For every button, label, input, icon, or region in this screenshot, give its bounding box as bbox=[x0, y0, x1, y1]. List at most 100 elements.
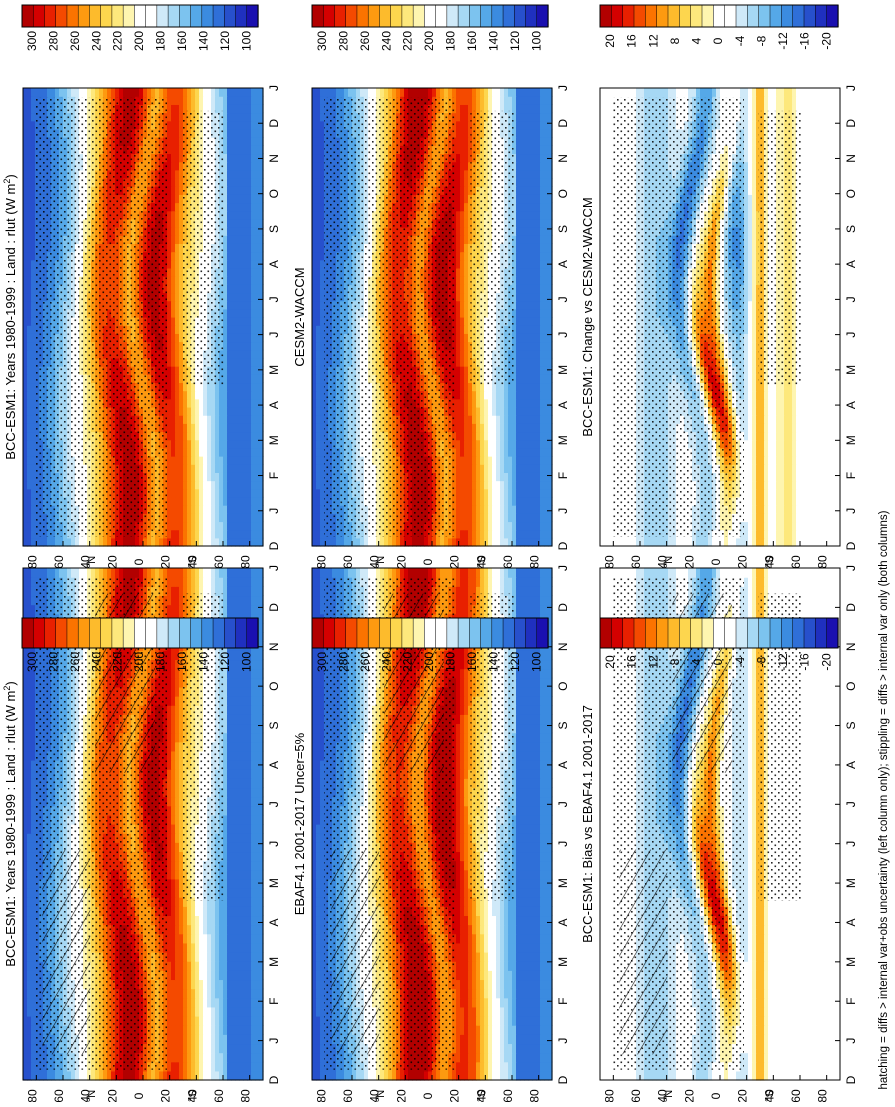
heatmap-cell bbox=[235, 530, 240, 539]
heatmap-cell bbox=[231, 464, 236, 473]
heatmap-cell bbox=[195, 1025, 200, 1035]
heatmap-cell bbox=[191, 530, 196, 539]
heatmap-cell bbox=[227, 1016, 232, 1026]
heatmap-cell bbox=[23, 358, 28, 367]
heatmap-cell bbox=[227, 358, 232, 367]
heatmap-cell bbox=[251, 605, 256, 615]
heatmap-cell bbox=[175, 833, 180, 843]
heatmap-cell bbox=[171, 423, 176, 432]
heatmap-cell bbox=[239, 382, 244, 391]
heatmap-cell bbox=[223, 538, 228, 547]
heatmap-cell bbox=[255, 448, 260, 457]
heatmap-cell bbox=[23, 906, 28, 916]
heatmap-cell bbox=[255, 879, 260, 889]
heatmap-cell bbox=[187, 399, 192, 408]
heatmap-cell bbox=[227, 733, 232, 743]
heatmap-cell bbox=[167, 448, 172, 457]
heatmap-cell bbox=[231, 577, 236, 587]
heatmap-cell bbox=[183, 1016, 188, 1026]
heatmap-cell bbox=[199, 943, 204, 953]
heatmap-cell bbox=[251, 440, 256, 449]
heatmap-cell bbox=[247, 778, 252, 788]
heatmap-cell bbox=[211, 577, 216, 587]
heatmap-cell bbox=[227, 979, 232, 989]
heatmap-cell bbox=[191, 1043, 196, 1053]
heatmap-cell bbox=[171, 998, 176, 1008]
heatmap-cell bbox=[27, 456, 32, 465]
heatmap-cell bbox=[123, 1071, 128, 1081]
heatmap-cell bbox=[239, 678, 244, 688]
heatmap-cell bbox=[175, 687, 180, 697]
heatmap-cell bbox=[171, 714, 176, 724]
heatmap-cell bbox=[215, 1071, 220, 1081]
heatmap-cell bbox=[175, 374, 180, 383]
heatmap-cell bbox=[199, 530, 204, 539]
heatmap-cell bbox=[167, 888, 172, 898]
heatmap-cell bbox=[175, 696, 180, 706]
heatmap-cell bbox=[227, 448, 232, 457]
heatmap-cell bbox=[175, 733, 180, 743]
heatmap-cell bbox=[239, 497, 244, 506]
heatmap-cell bbox=[239, 1016, 244, 1026]
heatmap-cell bbox=[23, 1007, 28, 1017]
heatmap-cell bbox=[199, 1053, 204, 1063]
heatmap-cell bbox=[203, 481, 208, 490]
colorbar-swatch bbox=[191, 618, 203, 648]
heatmap-cell bbox=[203, 979, 208, 989]
heatmap-cell bbox=[235, 513, 240, 522]
heatmap-cell bbox=[247, 586, 252, 596]
heatmap-cell bbox=[167, 1062, 172, 1072]
heatmap-cell bbox=[175, 464, 180, 473]
heatmap-cell bbox=[151, 538, 156, 547]
heatmap-cell bbox=[227, 934, 232, 944]
heatmap-cell bbox=[175, 1034, 180, 1044]
heatmap-cell bbox=[247, 1062, 252, 1072]
heatmap-cell bbox=[23, 497, 28, 506]
heatmap-cell bbox=[195, 440, 200, 449]
heatmap-cell bbox=[203, 943, 208, 953]
heatmap-cell bbox=[247, 678, 252, 688]
heatmap-cell bbox=[251, 432, 256, 441]
heatmap-cell bbox=[235, 366, 240, 375]
heatmap-cell bbox=[239, 1034, 244, 1044]
heatmap-cell bbox=[239, 806, 244, 816]
heatmap-cell bbox=[127, 538, 132, 547]
heatmap-cell bbox=[191, 1053, 196, 1063]
heatmap-cell bbox=[183, 1025, 188, 1035]
heatmap-cell bbox=[219, 497, 224, 506]
heatmap-cell bbox=[223, 489, 228, 498]
heatmap-cell bbox=[191, 1062, 196, 1072]
heatmap-cell bbox=[211, 1071, 216, 1081]
heatmap-cell bbox=[175, 723, 180, 733]
heatmap-cell bbox=[171, 448, 176, 457]
heatmap-cell bbox=[199, 513, 204, 522]
heatmap-cell bbox=[199, 989, 204, 999]
heatmap-cell bbox=[199, 521, 204, 530]
heatmap-cell bbox=[167, 366, 172, 375]
heatmap-cell bbox=[207, 456, 212, 465]
heatmap-cell bbox=[163, 538, 168, 547]
heatmap-cell bbox=[219, 1034, 224, 1044]
heatmap-cell bbox=[179, 399, 184, 408]
x-tick-label: N bbox=[267, 642, 281, 651]
x-tick-label: M bbox=[267, 878, 281, 888]
heatmap-cell bbox=[223, 1034, 228, 1044]
heatmap-cell bbox=[167, 961, 172, 971]
heatmap-cell bbox=[171, 815, 176, 825]
heatmap-cell bbox=[23, 605, 28, 615]
heatmap-cell bbox=[251, 586, 256, 596]
heatmap-cell bbox=[235, 605, 240, 615]
heatmap-cell bbox=[255, 870, 260, 880]
heatmap-cell bbox=[239, 705, 244, 715]
heatmap-cell bbox=[247, 934, 252, 944]
heatmap-cell bbox=[239, 472, 244, 481]
heatmap-cell bbox=[167, 440, 172, 449]
heatmap-cell bbox=[255, 1025, 260, 1035]
heatmap-cell bbox=[23, 399, 28, 408]
heatmap-cell bbox=[235, 1016, 240, 1026]
heatmap-cell bbox=[171, 407, 176, 416]
heatmap-cell bbox=[171, 456, 176, 465]
heatmap-cell bbox=[215, 432, 220, 441]
heatmap-cell bbox=[195, 1071, 200, 1081]
